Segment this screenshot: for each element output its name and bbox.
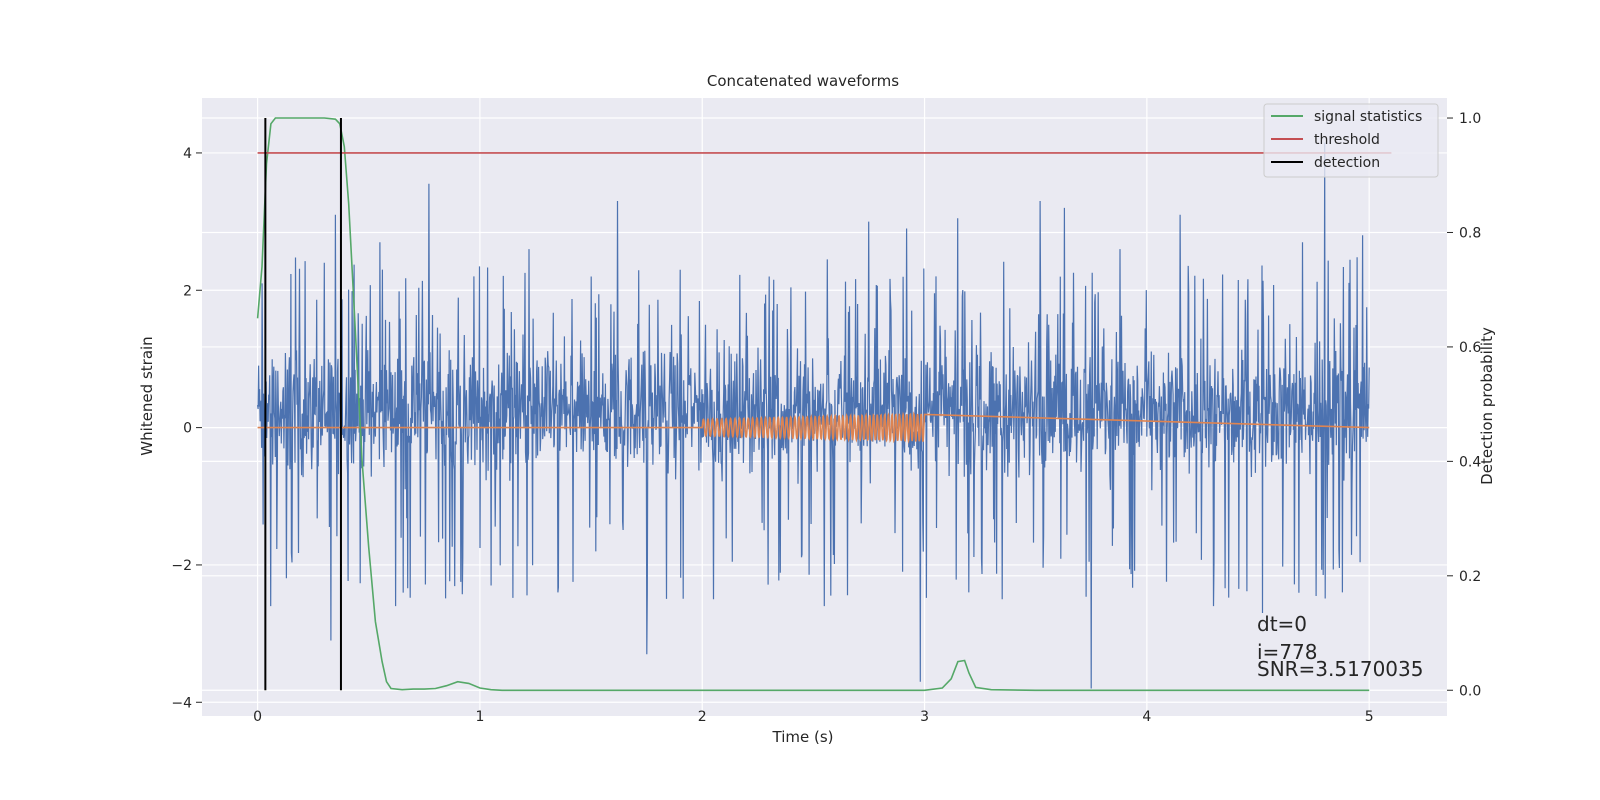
ticks: 0 1 2 3 4 5 −4 −2 0 2 4 0.0 0.2 0.4 0.6 0.8 1.0 [171,111,1481,725]
legend-label-signal-statistics: signal statistics [1314,109,1422,125]
x-tick-label: 0 [253,709,262,725]
y-tick-label: −2 [171,558,192,574]
x-tick-label: 1 [475,709,484,725]
y2-tick-label: 0.0 [1459,683,1481,699]
chart-title: Concatenated waveforms [707,72,899,90]
x-tick-label: 2 [698,709,707,725]
series-layer [256,117,1392,692]
signal-statistics-series-line [256,117,1370,692]
annotations: dt=0 i=778 SNR=3.5170035 [1257,612,1423,681]
x-tick-label: 3 [920,709,929,725]
y-tick-label: 2 [183,283,192,299]
strain-series-line [257,142,1370,689]
y2-axis-label: Detection probability [1478,327,1496,485]
y2-tick-label: 1.0 [1459,111,1481,127]
y-tick-label: 4 [183,146,192,162]
y2-tick-label: 0.2 [1459,569,1481,585]
legend: signal statistics threshold detection [1263,103,1439,178]
legend-label-threshold: threshold [1314,132,1380,148]
template-series-line [257,411,1370,444]
x-tick-label: 4 [1142,709,1151,725]
y-axis-label: Whitened strain [138,336,156,455]
x-axis-label: Time (s) [772,728,834,746]
annotation-dt: dt=0 [1257,612,1307,636]
y2-tick-label: 0.4 [1459,454,1481,470]
y2-tick-label: 0.8 [1459,225,1481,241]
legend-label-detection: detection [1314,155,1380,171]
annotation-index: i=778 [1257,640,1318,664]
y-tick-label: −4 [171,695,192,711]
legend-box [1263,103,1439,178]
y2-tick-label: 0.6 [1459,340,1481,356]
annotation-snr: SNR=3.5170035 [1257,657,1423,681]
y-tick-label: 0 [183,421,192,437]
x-tick-label: 5 [1365,709,1374,725]
